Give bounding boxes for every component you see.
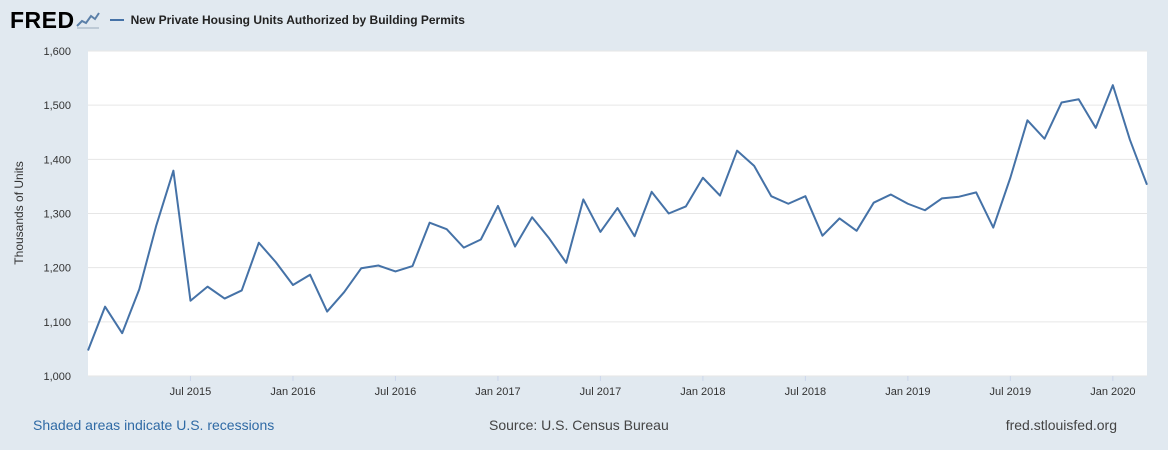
data-point[interactable] <box>410 263 416 269</box>
y-axis: 1,000 1,100 1,200 1,300 1,400 1,500 1,600 <box>43 46 71 383</box>
data-point[interactable] <box>187 298 193 304</box>
data-point[interactable] <box>1024 117 1030 123</box>
data-point[interactable] <box>375 263 381 269</box>
data-point[interactable] <box>290 282 296 288</box>
x-tick-label: Jul 2017 <box>580 386 622 398</box>
data-point[interactable] <box>529 214 535 220</box>
data-point[interactable] <box>905 201 911 207</box>
data-point[interactable] <box>837 215 843 221</box>
source-text: Source: U.S. Census Bureau <box>489 417 669 433</box>
data-point[interactable] <box>1127 137 1133 143</box>
data-point[interactable] <box>768 193 774 199</box>
data-point[interactable] <box>632 233 638 239</box>
site-link[interactable]: fred.stlouisfed.org <box>1005 417 1117 433</box>
data-point[interactable] <box>392 268 398 274</box>
recession-note-link[interactable]: Shaded areas indicate U.S. recessions <box>33 417 275 433</box>
data-point[interactable] <box>1144 182 1150 188</box>
x-tick-label: Jul 2016 <box>375 386 417 398</box>
line-chart: 1,000 1,100 1,200 1,300 1,400 1,500 1,600 Jul … <box>12 46 1150 398</box>
y-tick-label: 1,600 <box>43 46 71 58</box>
data-point[interactable] <box>341 289 347 295</box>
data-point[interactable] <box>239 287 245 293</box>
legend-line-swatch <box>109 19 124 21</box>
data-point[interactable] <box>785 201 791 207</box>
data-point[interactable] <box>1110 82 1116 88</box>
x-tick-label: Jul 2018 <box>785 386 827 398</box>
grid-lines <box>88 50 1147 377</box>
x-tick-label: Jan 2018 <box>680 386 725 398</box>
data-point[interactable] <box>1059 99 1065 105</box>
data-point[interactable] <box>119 330 125 336</box>
data-point[interactable] <box>956 194 962 200</box>
y-tick-label: 1,500 <box>43 100 71 112</box>
series-layer <box>85 82 1150 354</box>
data-point[interactable] <box>871 200 877 206</box>
y-tick-label: 1,100 <box>43 317 71 329</box>
data-point[interactable] <box>854 228 860 234</box>
data-point[interactable] <box>273 259 279 265</box>
data-point[interactable] <box>563 260 569 266</box>
data-point[interactable] <box>1093 125 1099 131</box>
data-point[interactable] <box>888 192 894 198</box>
x-tick-label: Jul 2019 <box>990 386 1032 398</box>
data-point[interactable] <box>222 296 228 302</box>
data-point[interactable] <box>324 309 330 315</box>
data-point[interactable] <box>427 220 433 226</box>
data-point[interactable] <box>802 193 808 199</box>
chart-header: FRED New Private Housing Units Authorize… <box>10 6 465 34</box>
data-point[interactable] <box>683 203 689 209</box>
series-title[interactable]: New Private Housing Units Authorized by … <box>130 13 465 27</box>
y-tick-label: 1,000 <box>43 371 71 383</box>
x-tick-label: Jan 2020 <box>1090 386 1135 398</box>
data-point[interactable] <box>666 211 672 217</box>
data-point[interactable] <box>1076 96 1082 102</box>
y-tick-label: 1,400 <box>43 154 71 166</box>
fred-logo[interactable]: FRED <box>10 7 75 33</box>
data-point[interactable] <box>495 203 501 209</box>
data-point[interactable] <box>136 286 142 292</box>
data-point[interactable] <box>170 168 176 174</box>
data-point[interactable] <box>649 189 655 195</box>
data-point[interactable] <box>546 235 552 241</box>
y-tick-label: 1,200 <box>43 263 71 275</box>
data-point[interactable] <box>973 189 979 195</box>
data-point[interactable] <box>205 284 211 290</box>
data-point[interactable] <box>734 148 740 154</box>
data-point[interactable] <box>990 225 996 231</box>
data-point[interactable] <box>700 175 706 181</box>
data-point[interactable] <box>597 229 603 235</box>
data-point[interactable] <box>922 207 928 213</box>
y-tick-label: 1,300 <box>43 209 71 221</box>
y-axis-title: Thousands of Units <box>12 161 26 264</box>
data-point[interactable] <box>751 163 757 169</box>
x-tick-label: Jan 2019 <box>885 386 930 398</box>
data-point[interactable] <box>358 265 364 271</box>
data-point[interactable] <box>1042 136 1048 142</box>
data-point[interactable] <box>153 222 159 228</box>
data-point[interactable] <box>444 226 450 232</box>
data-point[interactable] <box>461 245 467 251</box>
data-point[interactable] <box>580 196 586 202</box>
data-point[interactable] <box>939 195 945 201</box>
data-point[interactable] <box>615 205 621 211</box>
data-point[interactable] <box>478 237 484 243</box>
data-point[interactable] <box>85 348 91 354</box>
line-graph-icon <box>75 11 100 29</box>
data-point[interactable] <box>819 233 825 239</box>
data-point[interactable] <box>717 193 723 199</box>
x-tick-label: Jan 2016 <box>270 386 315 398</box>
x-tick-label: Jan 2017 <box>475 386 520 398</box>
data-point[interactable] <box>512 244 518 250</box>
series-line[interactable] <box>87 84 1148 351</box>
x-axis: Jul 2015 Jan 2016 Jul 2016 Jan 2017 Jul 2017… <box>170 376 1135 398</box>
data-point[interactable] <box>102 304 108 310</box>
x-tick-label: Jul 2015 <box>170 386 212 398</box>
data-point[interactable] <box>307 272 313 278</box>
data-point[interactable] <box>1007 175 1013 181</box>
data-point[interactable] <box>256 240 262 246</box>
